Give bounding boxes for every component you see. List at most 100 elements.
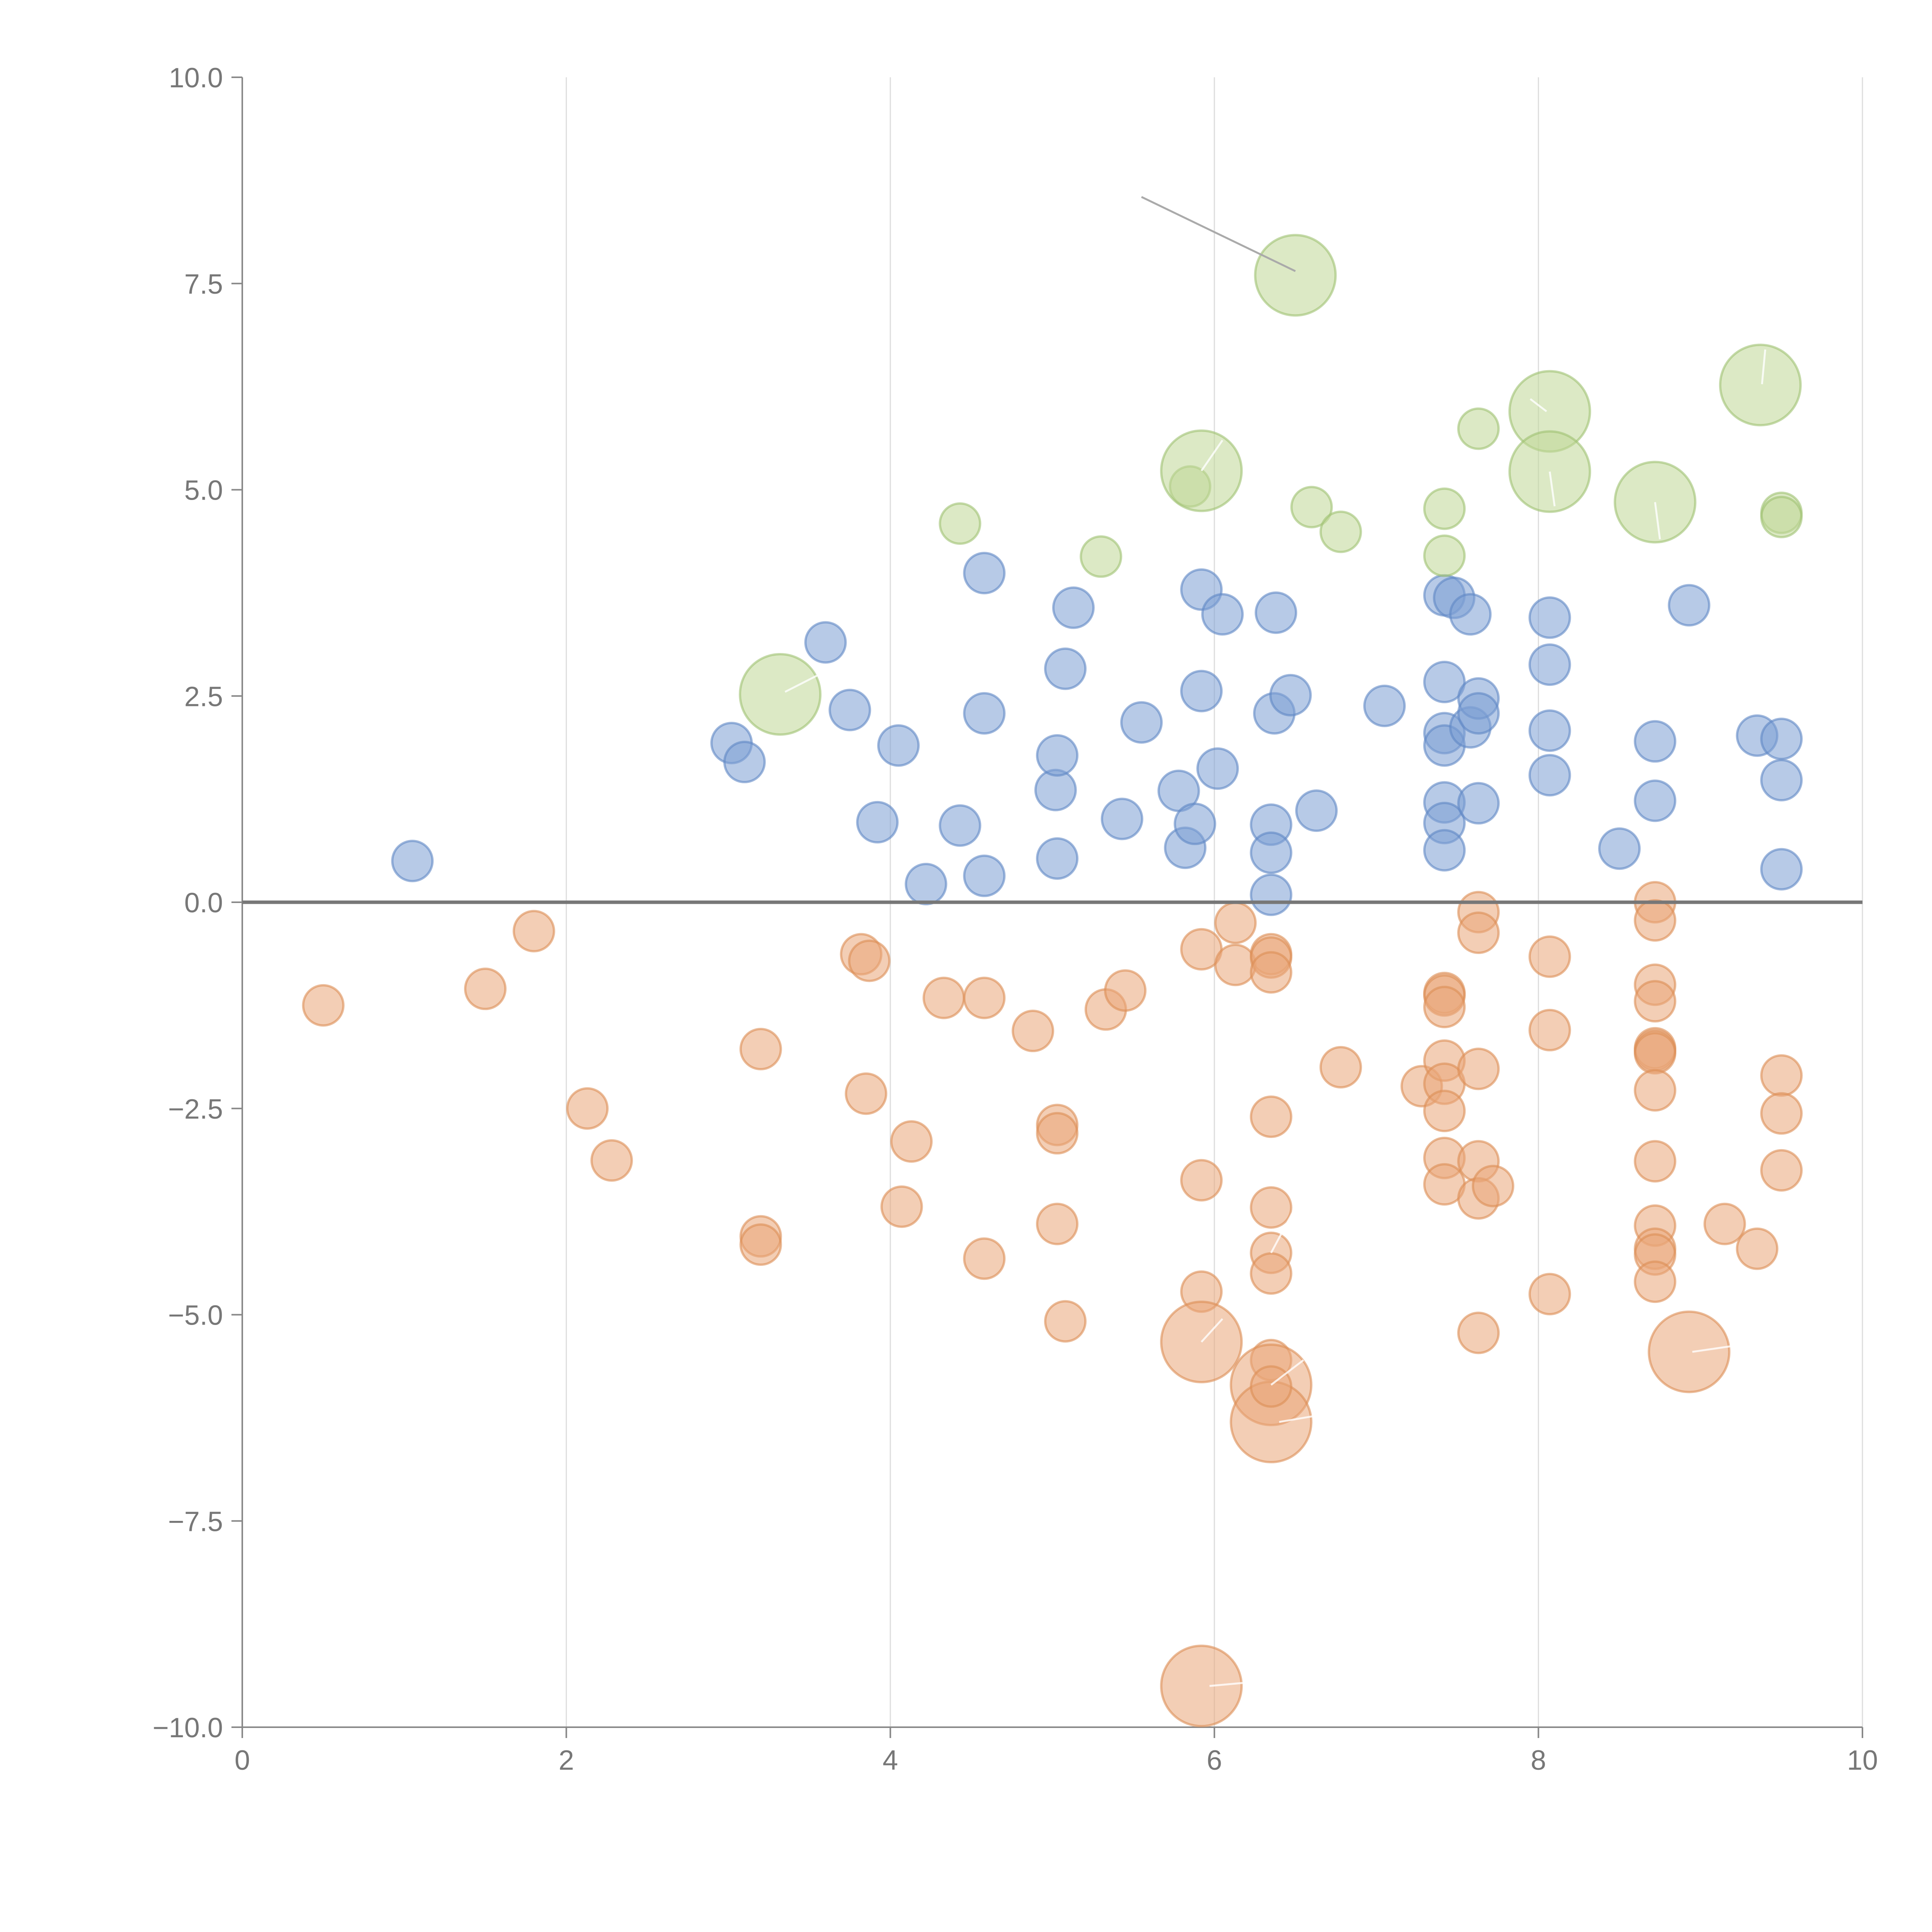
- positive-point: [877, 724, 920, 767]
- positive-point: [1528, 709, 1571, 752]
- positive-point: [1196, 747, 1239, 790]
- annotation-leader: [1209, 1681, 1255, 1687]
- positive-point: [1036, 734, 1079, 777]
- negative-point: [590, 1139, 633, 1182]
- negative-point: [1250, 951, 1293, 994]
- positive-point: [1423, 829, 1466, 872]
- positive-point: [1201, 593, 1244, 636]
- x-tick-label: 4: [883, 1745, 898, 1776]
- negative-point: [464, 968, 507, 1010]
- points-layer: [302, 234, 1803, 1728]
- annotation-leader: [1692, 1342, 1749, 1353]
- y-tick-label: 7.5: [184, 269, 223, 300]
- positive-point: [1295, 789, 1338, 832]
- positive-point: [1634, 720, 1677, 763]
- negative-point: [1457, 911, 1500, 954]
- negative-point: [1250, 1252, 1293, 1295]
- negative-point: [1160, 1645, 1243, 1728]
- positive-point: [1528, 754, 1571, 797]
- positive-point: [1269, 674, 1312, 717]
- negative-point: [1634, 980, 1677, 1023]
- highlight-point: [1080, 535, 1122, 578]
- negative-point: [1423, 1090, 1466, 1133]
- negative-point: [1703, 1202, 1746, 1245]
- positive-point: [1180, 670, 1223, 713]
- annotation-layer: [242, 196, 1862, 1687]
- positive-point: [391, 840, 434, 883]
- negative-point: [1423, 986, 1466, 1029]
- positive-point: [1760, 759, 1803, 802]
- highlight-point: [1457, 407, 1500, 450]
- positive-point: [1363, 684, 1406, 727]
- positive-point: [963, 552, 1006, 595]
- positive-point: [1250, 831, 1293, 874]
- annotation-leader: [1549, 471, 1556, 507]
- positive-point: [1100, 798, 1143, 840]
- positive-point: [1760, 718, 1803, 760]
- positive-point: [1423, 660, 1466, 703]
- y-tick-label: −5.0: [168, 1300, 223, 1331]
- negative-point: [890, 1120, 933, 1163]
- positive-point: [1250, 873, 1293, 916]
- negative-point: [1180, 1159, 1223, 1202]
- positive-point: [1598, 827, 1641, 870]
- callout-line: [1141, 196, 1296, 272]
- annotation-leader: [1761, 349, 1766, 384]
- positive-point: [1052, 586, 1095, 629]
- negative-point: [845, 1072, 888, 1115]
- positive-point: [1457, 782, 1500, 825]
- highlight-point: [1254, 234, 1337, 317]
- positive-point: [1449, 593, 1492, 636]
- highlight-point: [739, 653, 822, 736]
- y-tick-label: 0.0: [184, 888, 223, 918]
- negative-point: [1528, 1009, 1571, 1051]
- annotation-leader: [1279, 1413, 1328, 1423]
- negative-point: [1012, 1010, 1054, 1053]
- annotation-leader: [1654, 502, 1661, 539]
- negative-point: [512, 910, 555, 952]
- negative-point: [963, 1237, 1006, 1280]
- annotation-leader: [1201, 1318, 1223, 1343]
- annotation-leader: [1270, 1207, 1296, 1253]
- negative-point: [1634, 1069, 1677, 1112]
- negative-point: [1036, 1112, 1079, 1155]
- y-tick-label: −7.5: [168, 1506, 223, 1537]
- highlight-point: [1319, 510, 1362, 553]
- y-tick-label: 5.0: [184, 475, 223, 506]
- positive-point: [1044, 647, 1087, 690]
- negative-point: [1634, 1140, 1677, 1183]
- negative-point: [739, 1028, 782, 1071]
- negative-point: [1736, 1227, 1779, 1270]
- negative-point: [566, 1087, 609, 1130]
- annotation-leader: [1201, 439, 1223, 471]
- x-tick-label: 8: [1531, 1745, 1546, 1776]
- x-tick-label: 2: [559, 1745, 574, 1776]
- annotation-leader: [784, 662, 842, 693]
- negative-point: [963, 976, 1006, 1019]
- positive-point: [1760, 848, 1803, 891]
- positive-point: [963, 692, 1006, 735]
- positive-point: [905, 863, 947, 906]
- highlight-point: [939, 502, 981, 545]
- negative-point: [1471, 1165, 1514, 1208]
- negative-point: [1104, 969, 1147, 1012]
- positive-point: [723, 741, 766, 784]
- positive-point: [1634, 779, 1677, 822]
- positive-point: [856, 801, 899, 844]
- y-tick-label: −10.0: [153, 1713, 223, 1743]
- negative-point: [1457, 1311, 1500, 1354]
- negative-point: [1457, 1048, 1500, 1090]
- positive-point: [1255, 591, 1298, 634]
- positive-point: [1528, 643, 1571, 686]
- highlight-point: [1423, 487, 1466, 530]
- positive-point: [1457, 692, 1500, 735]
- positive-point: [1120, 701, 1163, 744]
- negative-point: [1250, 1186, 1293, 1229]
- x-tick-label: 6: [1207, 1745, 1222, 1776]
- negative-point: [1634, 899, 1677, 942]
- negative-point: [1036, 1202, 1079, 1245]
- x-tick-label: 0: [235, 1745, 250, 1776]
- positive-point: [963, 854, 1006, 897]
